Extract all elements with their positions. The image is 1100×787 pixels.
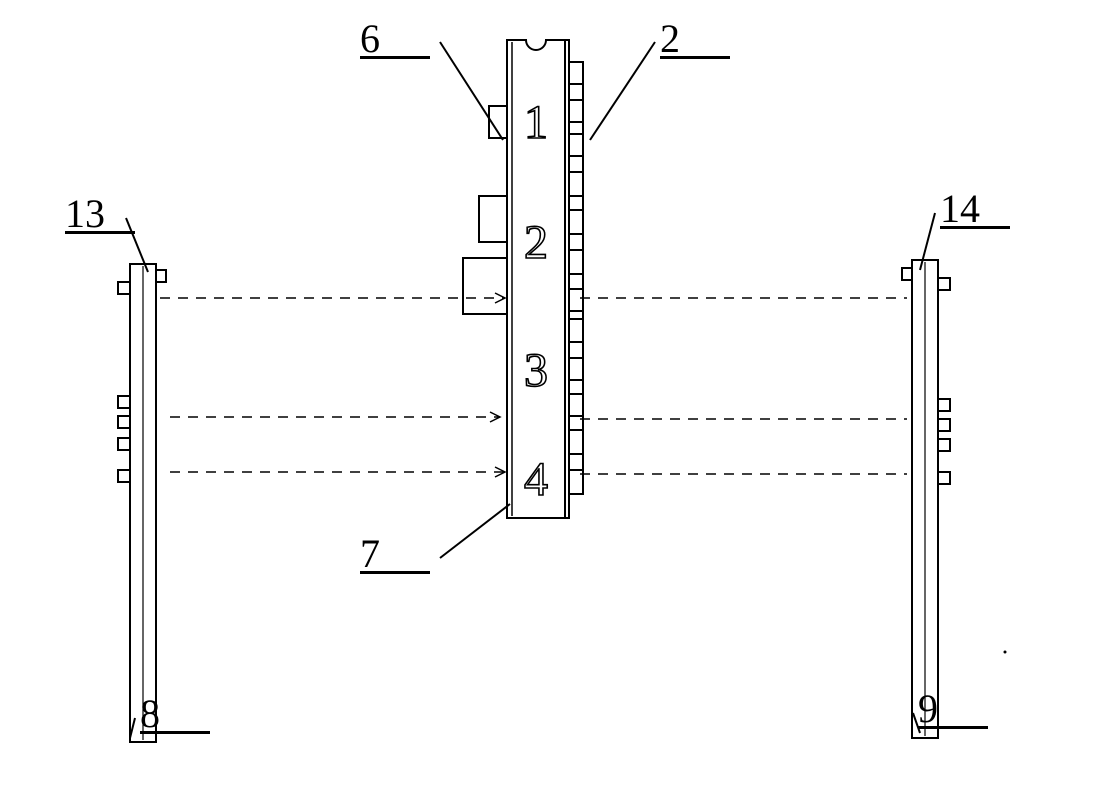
callout-label-8: 8 xyxy=(140,690,210,737)
diagram-svg: 1 2 3 4 xyxy=(0,0,1100,787)
callout-label-text: 2 xyxy=(660,15,730,59)
callout-label-text: 14 xyxy=(940,185,1010,229)
callout-label-2: 2 xyxy=(660,15,730,62)
svg-text:2: 2 xyxy=(524,216,548,269)
callout-label-text: 9 xyxy=(918,685,988,729)
callout-label-text: 7 xyxy=(360,530,430,574)
callout-label-6: 6 xyxy=(360,15,430,62)
diagram-canvas: 1 2 3 4 xyxy=(0,0,1100,787)
callout-label-text: 6 xyxy=(360,15,430,59)
svg-text:4: 4 xyxy=(524,453,548,506)
svg-text:3: 3 xyxy=(524,344,548,397)
callout-label-text: 13 xyxy=(65,190,135,234)
svg-text:1: 1 xyxy=(524,96,548,149)
callout-label-13: 13 xyxy=(65,190,135,237)
callout-label-7: 7 xyxy=(360,530,430,577)
callout-label-text: 8 xyxy=(140,690,210,734)
callout-label-14: 14 xyxy=(940,185,1010,232)
callout-label-9: 9 xyxy=(918,685,988,732)
